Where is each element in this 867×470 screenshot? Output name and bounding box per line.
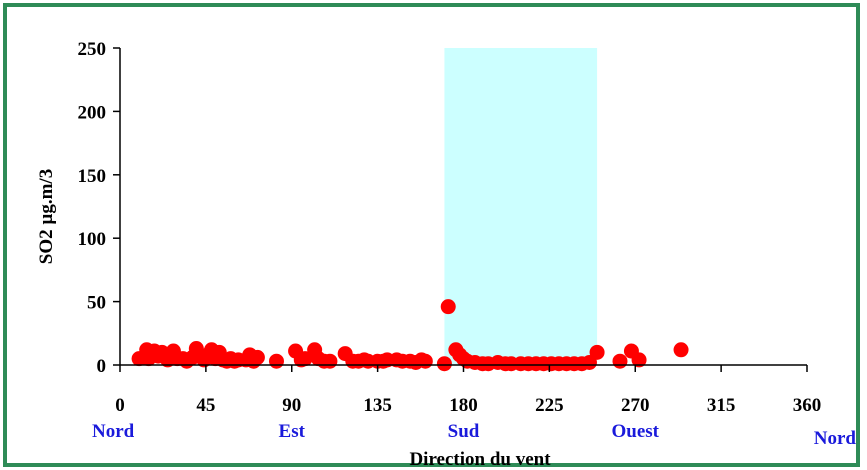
- y-axis-title: SO2 µg.m/3: [36, 169, 57, 264]
- direction-labels: Nord Est Sud Ouest Nord: [92, 421, 856, 449]
- x-tick-label: 0: [115, 395, 125, 416]
- y-tick-label: 200: [78, 102, 107, 123]
- y-tick-label: 150: [78, 166, 107, 187]
- y-tick-label: 50: [87, 293, 106, 314]
- direction-label: Sud: [448, 421, 480, 442]
- y-tick-label: 250: [78, 39, 107, 60]
- x-tick-label: 90: [282, 395, 301, 416]
- direction-label: Ouest: [612, 421, 660, 442]
- x-axis-title: Direction du vent: [409, 449, 551, 470]
- data-point: [249, 349, 265, 365]
- x-tick-label: 180: [449, 395, 478, 416]
- x-tick-label: 360: [793, 395, 822, 416]
- data-point: [631, 352, 647, 368]
- chart-frame: [3, 3, 860, 467]
- direction-label: Nord: [814, 428, 857, 449]
- y-tick-label: 0: [97, 356, 107, 377]
- x-tick-label: 315: [707, 395, 736, 416]
- data-point: [673, 342, 689, 358]
- y-axis-ticks: 0 50 100 150 200 250: [78, 39, 120, 377]
- data-point: [589, 344, 605, 360]
- highlight-band: [444, 48, 598, 365]
- x-tick-label: 135: [363, 395, 392, 416]
- x-tick-label: 45: [196, 395, 215, 416]
- x-tick-label: 225: [535, 395, 564, 416]
- direction-label: Est: [279, 421, 306, 442]
- data-point: [440, 299, 456, 315]
- data-point: [297, 351, 313, 367]
- y-tick-label: 100: [78, 229, 107, 250]
- data-point: [417, 353, 433, 369]
- data-point: [322, 353, 338, 369]
- x-tick-label: 270: [621, 395, 650, 416]
- data-points: [131, 299, 689, 372]
- data-point: [436, 356, 452, 372]
- x-axis-ticks: 0 45 90 135 180 225 270 315 360: [115, 365, 821, 416]
- data-point: [268, 353, 284, 369]
- data-point: [612, 353, 628, 369]
- direction-label: Nord: [92, 421, 135, 442]
